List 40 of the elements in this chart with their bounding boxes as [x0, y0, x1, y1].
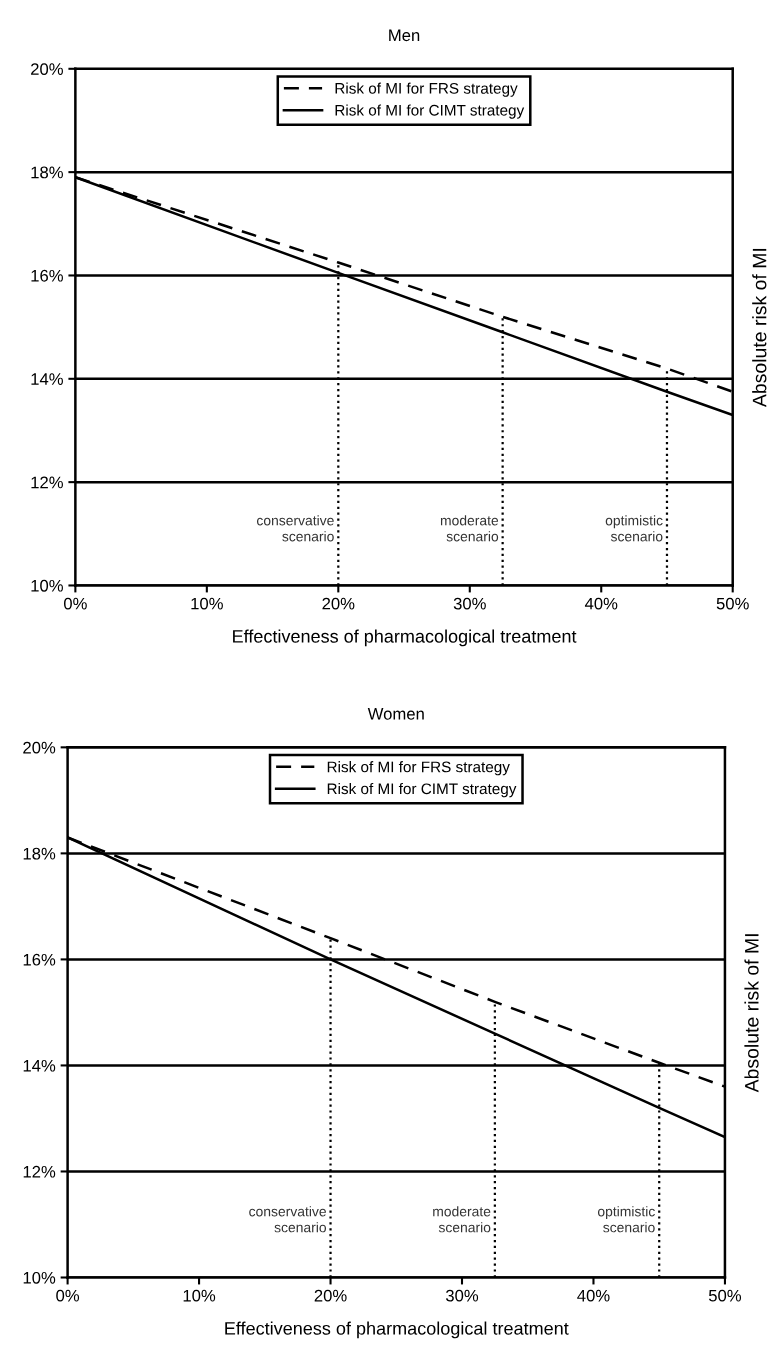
- legend-label: Risk of MI for CIMT strategy: [335, 104, 525, 119]
- y-tick-label: 20%: [31, 63, 63, 75]
- y-tick-label: 12%: [23, 1165, 56, 1178]
- chart-title: Men: [389, 29, 420, 42]
- y-axis-title: Absolute risk of MI: [744, 934, 759, 1093]
- y-tick-label: 20%: [23, 741, 56, 754]
- x-tick-label: 40%: [577, 1289, 610, 1302]
- x-tick-label: 30%: [445, 1289, 479, 1302]
- ref-line-label: moderate scenario: [440, 515, 499, 542]
- y-tick-label: 12%: [31, 476, 63, 489]
- x-tick-label: 0%: [63, 597, 87, 610]
- ref-line-label: conservative scenario: [256, 515, 334, 542]
- ref-line-label: moderate scenario: [433, 1206, 491, 1233]
- legend-label: Risk of MI for FRS strategy: [335, 82, 518, 97]
- chart-title: Women: [367, 708, 424, 720]
- x-tick-label: 50%: [708, 1289, 742, 1302]
- legend-label: Risk of MI for FRS strategy: [327, 761, 510, 776]
- y-tick-label: 10%: [23, 1271, 56, 1284]
- x-tick-label: 30%: [453, 597, 486, 610]
- y-tick-label: 18%: [23, 847, 56, 860]
- x-tick-label: 50%: [716, 597, 749, 610]
- x-tick-label: 40%: [584, 597, 618, 610]
- x-axis-title: Effectiveness of pharmacological treatment: [233, 629, 577, 647]
- y-tick-label: 14%: [23, 1059, 56, 1072]
- x-tick-label: 10%: [183, 1289, 216, 1302]
- y-tick-label: 18%: [31, 166, 63, 179]
- ref-line-label: conservative scenario: [249, 1206, 327, 1233]
- ref-line-label: optimistic scenario: [605, 515, 663, 542]
- y-tick-label: 16%: [31, 269, 63, 282]
- ref-line-label: optimistic scenario: [597, 1206, 655, 1233]
- y-axis-title: Absolute risk of MI: [752, 248, 767, 408]
- x-tick-label: 20%: [322, 597, 355, 610]
- x-tick-label: 20%: [314, 1289, 347, 1302]
- y-tick-label: 16%: [23, 953, 56, 966]
- legend-label: Risk of MI for CIMT strategy: [327, 782, 517, 798]
- x-axis-title: Effectiveness of pharmacological treatment: [225, 1321, 569, 1339]
- y-tick-label: 14%: [31, 373, 63, 385]
- y-tick-label: 10%: [31, 579, 63, 592]
- x-tick-label: 10%: [191, 597, 223, 610]
- x-tick-label: 0%: [56, 1289, 80, 1302]
